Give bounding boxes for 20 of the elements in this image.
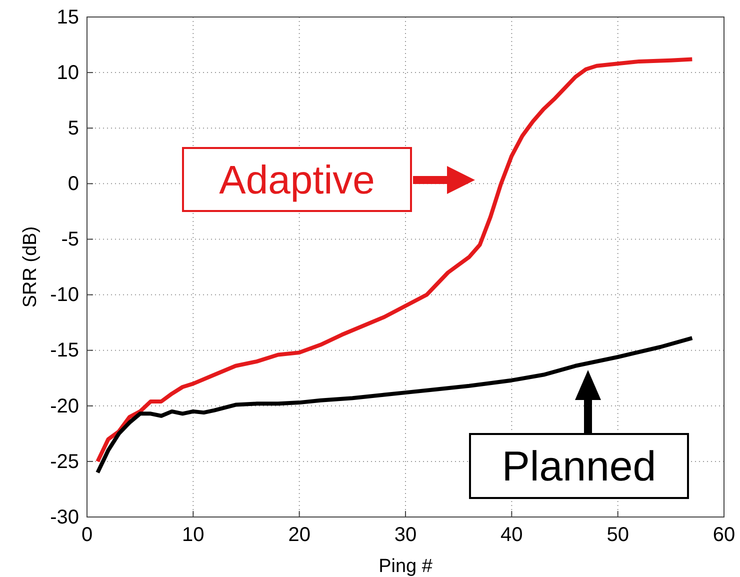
x-tick-label: 20 <box>288 524 310 546</box>
legend-label: Adaptive <box>219 158 375 202</box>
y-tick-label: 0 <box>68 173 79 196</box>
y-tick-label: -15 <box>50 340 79 362</box>
y-tick-label: -10 <box>50 284 79 306</box>
x-tick-label: 10 <box>182 524 204 546</box>
y-tick-label: -5 <box>61 228 79 251</box>
y-tick-label: -20 <box>50 395 79 418</box>
x-tick-label: 40 <box>500 524 523 546</box>
y-tick-label: -25 <box>50 450 79 473</box>
x-tick-label: 60 <box>712 524 736 546</box>
x-axis-title: Ping # <box>378 556 433 577</box>
y-tick-label: 15 <box>56 6 79 28</box>
y-tick-label: -30 <box>50 506 79 528</box>
y-tick-label: 10 <box>56 62 79 84</box>
x-tick-label: 50 <box>606 524 629 546</box>
series-label: Planned <box>502 442 656 490</box>
y-tick-label: 5 <box>68 118 79 140</box>
y-axis-title: SRR (dB) <box>20 226 41 308</box>
x-tick-label: 30 <box>394 524 417 546</box>
